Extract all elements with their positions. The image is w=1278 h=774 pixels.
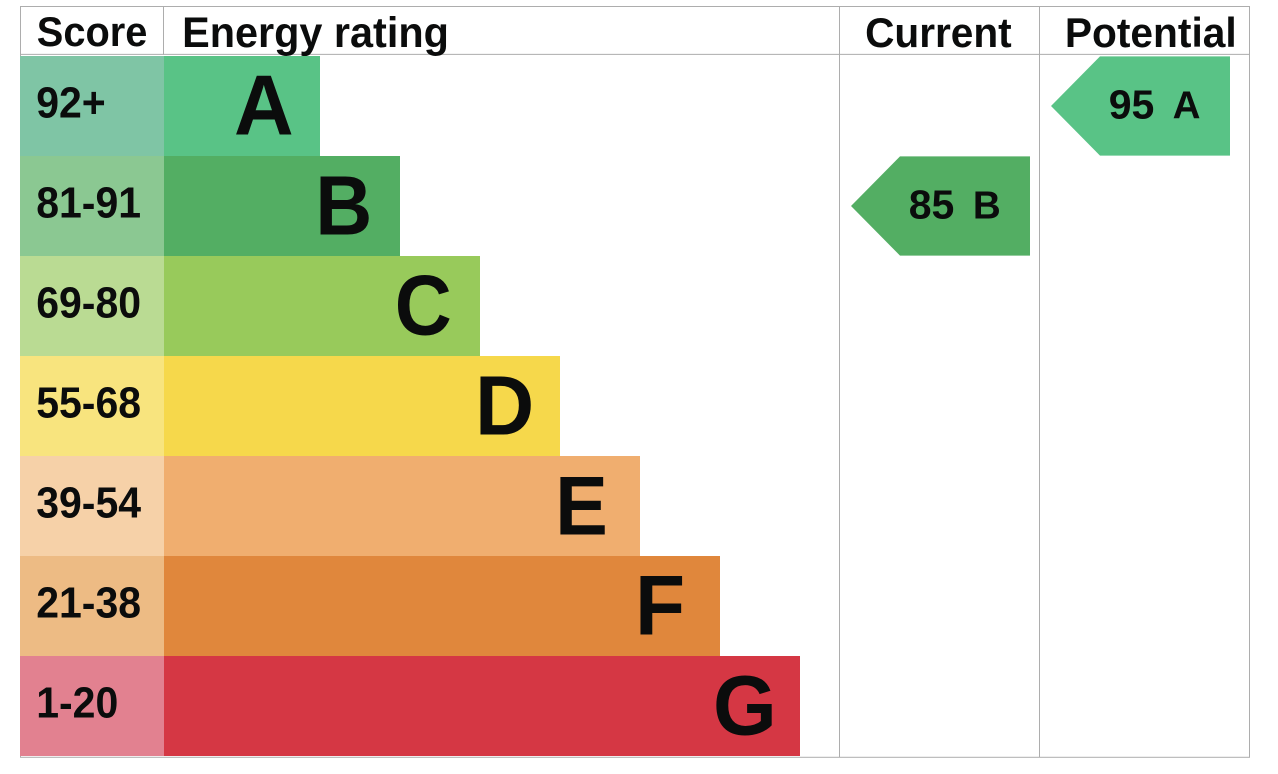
svg-text:B: B [315,159,372,253]
svg-text:D: D [475,359,534,453]
svg-text:Score: Score [37,8,148,55]
svg-text:Energy rating: Energy rating [182,8,449,56]
svg-text:1-20: 1-20 [36,678,118,726]
svg-text:81-91: 81-91 [36,178,141,226]
svg-text:85: 85 [909,182,955,228]
svg-text:A: A [1173,85,1201,128]
svg-text:A: A [234,58,294,153]
svg-text:F: F [635,557,685,653]
svg-text:Potential: Potential [1065,9,1237,56]
svg-text:B: B [973,185,1001,228]
svg-text:21-38: 21-38 [36,578,141,626]
svg-text:92+: 92+ [36,78,106,126]
svg-text:G: G [713,658,777,753]
svg-text:Current: Current [865,9,1012,56]
svg-text:69-80: 69-80 [36,278,141,326]
svg-text:C: C [395,259,452,353]
svg-text:55-68: 55-68 [36,378,141,426]
svg-text:95: 95 [1109,82,1155,128]
svg-text:39-54: 39-54 [36,478,141,526]
svg-text:E: E [555,460,608,554]
